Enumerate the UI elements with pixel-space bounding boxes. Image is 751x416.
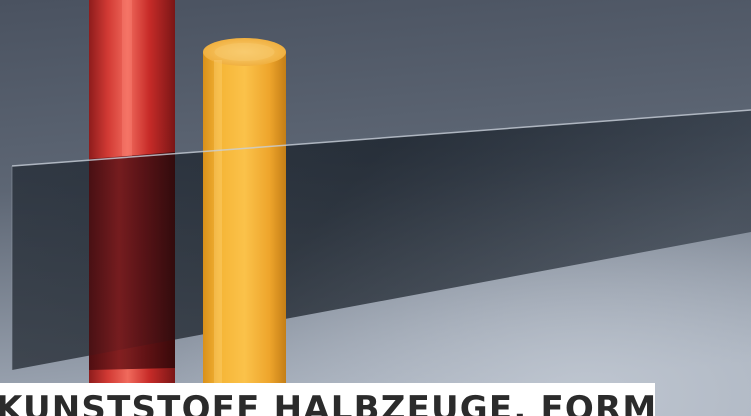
red-rod-through-sheet [89, 152, 175, 370]
headline-banner: KUNSTSTOFF HALBZEUGE, FORMTEILE [0, 383, 655, 416]
sheet-edge [11, 109, 751, 167]
headline-text: KUNSTSTOFF HALBZEUGE, FORMTEILE [0, 389, 655, 416]
